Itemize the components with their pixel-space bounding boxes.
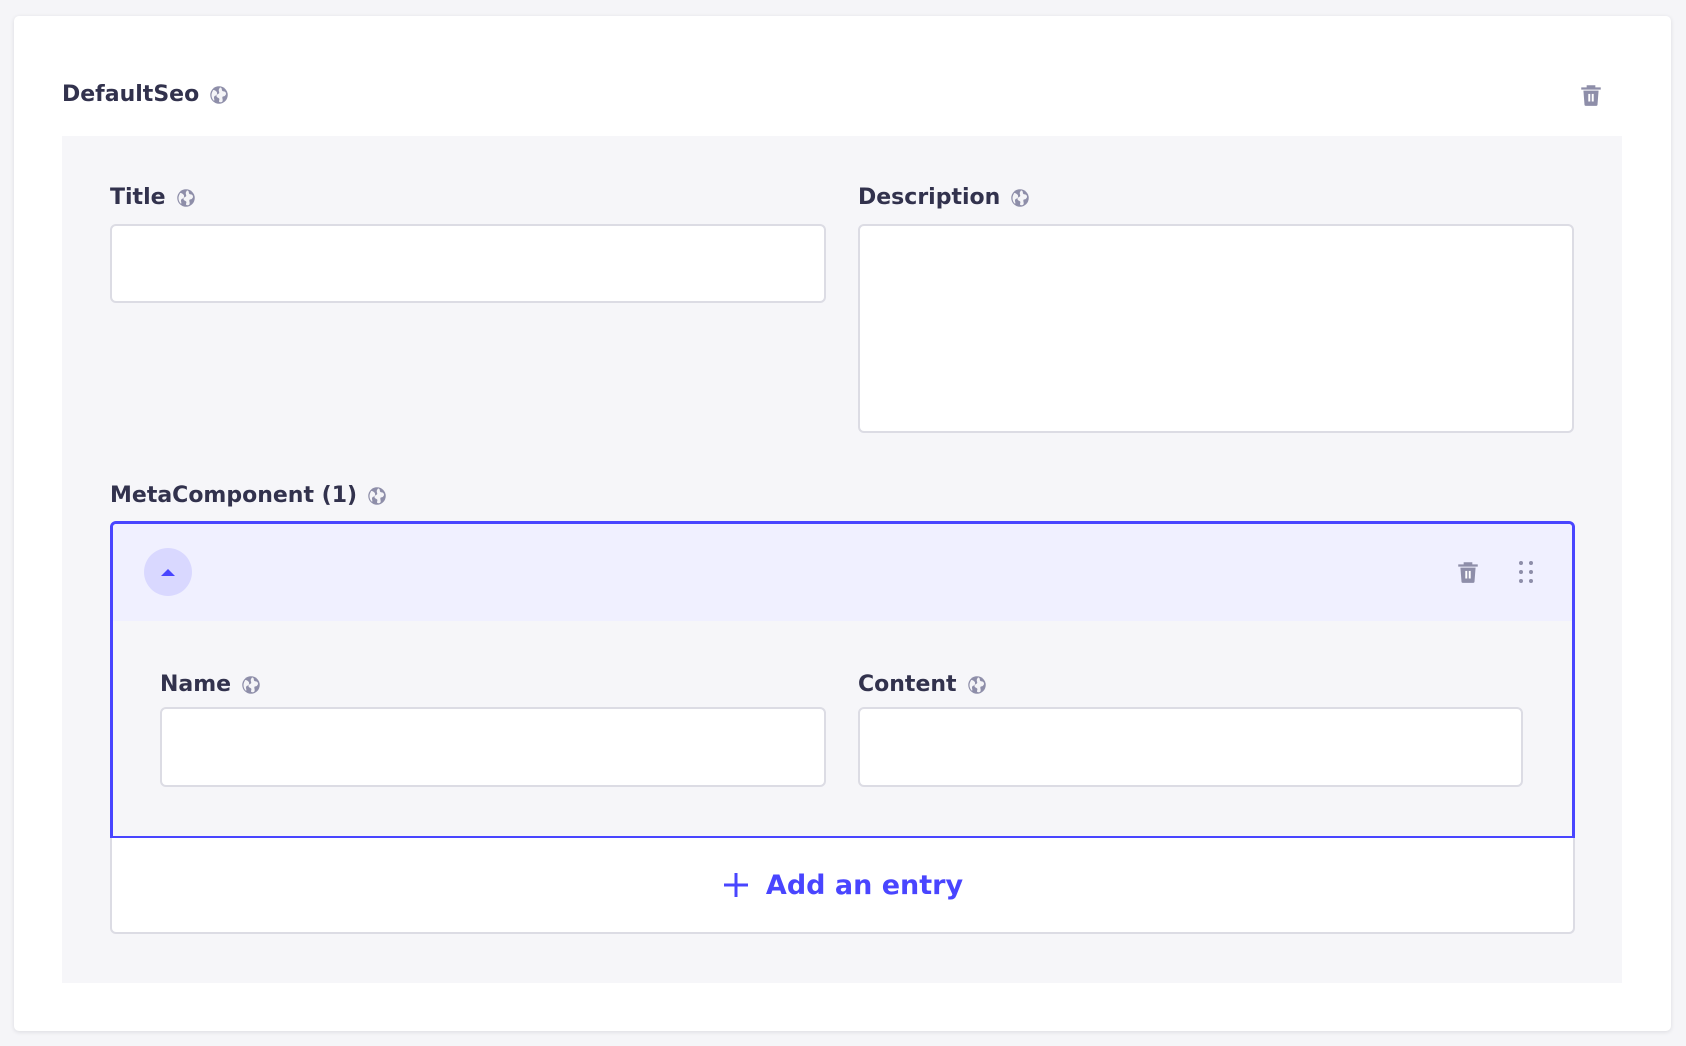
- globe-icon: [967, 675, 987, 695]
- metacomponent-label: MetaComponent (1): [110, 483, 387, 508]
- meta-entry: Name Content: [110, 521, 1575, 839]
- globe-icon: [209, 85, 229, 105]
- description-label: Description: [858, 185, 1030, 210]
- chevron-up-icon: [161, 569, 175, 576]
- description-label-text: Description: [858, 185, 1001, 210]
- globe-icon: [241, 675, 261, 695]
- component-header: DefaultSeo: [62, 82, 229, 107]
- title-label-text: Title: [110, 185, 166, 210]
- collapse-entry-button[interactable]: [144, 548, 192, 596]
- content-input[interactable]: [858, 707, 1523, 787]
- component-title: DefaultSeo: [62, 82, 200, 107]
- delete-entry-trash-icon[interactable]: [1455, 558, 1481, 586]
- name-input[interactable]: [160, 707, 826, 787]
- globe-icon: [176, 188, 196, 208]
- content-label-text: Content: [858, 672, 957, 697]
- title-input[interactable]: [110, 224, 826, 303]
- drag-handle-icon[interactable]: [1518, 560, 1534, 584]
- plus-icon: [723, 873, 748, 897]
- add-entry-button[interactable]: Add an entry: [110, 838, 1575, 934]
- add-entry-label: Add an entry: [765, 869, 964, 901]
- delete-component-trash-icon[interactable]: [1578, 81, 1604, 109]
- title-label: Title: [110, 185, 196, 210]
- description-textarea[interactable]: [858, 224, 1574, 433]
- globe-icon: [367, 486, 387, 506]
- meta-entry-header: [113, 524, 1572, 621]
- name-label-text: Name: [160, 672, 232, 697]
- name-label: Name: [160, 672, 261, 697]
- globe-icon: [1010, 188, 1030, 208]
- metacomponent-label-text: MetaComponent (1): [110, 483, 358, 508]
- content-label: Content: [858, 672, 987, 697]
